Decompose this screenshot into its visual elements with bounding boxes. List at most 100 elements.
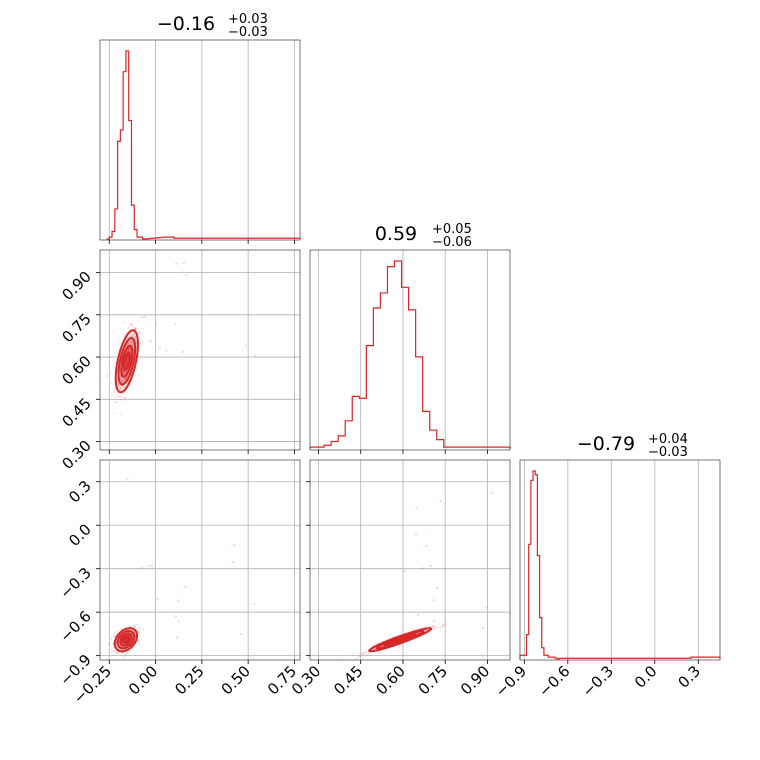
sample-point [117, 383, 120, 386]
sample-point [126, 349, 130, 352]
x-tick-label: 0.45 [330, 662, 366, 698]
sample-point [127, 348, 131, 351]
sample-point [364, 651, 367, 654]
sample-point [119, 387, 122, 391]
panel-0-0: −0.16 +0.03−0.03 [99, 12, 301, 244]
x-tick-label: 0.3 [674, 662, 704, 692]
sample-point [129, 347, 132, 351]
sample-point [108, 642, 111, 645]
sample-point [148, 564, 151, 567]
sample-point [150, 565, 154, 568]
sample-point [125, 651, 128, 654]
panel-content [108, 478, 256, 664]
sample-point [116, 652, 119, 655]
sample-point [138, 633, 141, 636]
x-tick-label: 0.25 [171, 662, 207, 698]
panel-1-1: 0.59 +0.05−0.06 [309, 222, 511, 454]
y-tick-label: −0.6 [56, 607, 94, 645]
sample-point [120, 377, 123, 380]
sample-point [122, 380, 125, 383]
sample-point [441, 624, 444, 627]
sample-point [130, 323, 133, 326]
sample-point [361, 652, 365, 655]
axes-frame [309, 459, 511, 661]
sample-point [360, 652, 363, 655]
sample-point [424, 625, 427, 628]
title-median: 0.59 [375, 223, 417, 245]
sample-point [118, 395, 121, 398]
sample-point [358, 654, 361, 657]
sample-point [140, 362, 144, 365]
panel-2-1: 0.30 0.45 0.60 0.75 0.90 [288, 459, 511, 698]
sample-point [137, 631, 141, 634]
sample-point [184, 585, 187, 589]
sample-point [185, 273, 188, 277]
y-tick-label: −0.3 [56, 564, 94, 602]
sample-point [414, 533, 418, 536]
sample-point [149, 340, 152, 343]
sample-point [121, 385, 124, 388]
sample-point [403, 570, 406, 573]
sample-point [412, 628, 415, 631]
panel-title-2: −0.79 [577, 433, 635, 455]
sample-point [127, 348, 130, 351]
sample-point [137, 628, 140, 631]
sample-point [136, 639, 139, 643]
contour-line [113, 627, 139, 653]
sample-point [126, 349, 130, 352]
sample-point [156, 597, 159, 600]
sample-point [175, 262, 178, 265]
sample-point [128, 340, 132, 343]
sample-point [379, 650, 382, 654]
y-tick-label: 0.45 [58, 394, 94, 430]
y-tick-label: 0.60 [58, 352, 94, 388]
sample-point [177, 599, 180, 602]
axes-frame [99, 459, 301, 661]
sample-point [113, 365, 116, 369]
sample-point [127, 348, 130, 351]
contour-line [122, 351, 131, 371]
sample-point [114, 361, 117, 364]
sample-point [138, 374, 141, 377]
sample-point [119, 386, 122, 389]
sample-point [125, 331, 128, 334]
sample-point [121, 385, 124, 388]
sample-point [132, 332, 135, 336]
sample-point [113, 635, 116, 638]
contour-line [390, 635, 410, 644]
sample-point [127, 327, 130, 330]
panel-2-0: −0.25 0.00 0.25 0.50 0.75−0.9−0.6−0.30.00.3 [56, 459, 301, 707]
sample-point [115, 631, 118, 634]
sample-point [254, 354, 257, 357]
sample-point [125, 651, 128, 654]
sample-point [377, 651, 381, 654]
sample-point [434, 626, 437, 629]
y-tick-label: 0.90 [58, 268, 94, 304]
sample-point [120, 379, 123, 382]
sample-point [130, 341, 133, 344]
sample-point [177, 620, 180, 623]
sample-point [122, 662, 124, 664]
sample-point [420, 567, 423, 570]
panel-1-0: 0.30 0.45 0.60 0.75 0.90 [58, 249, 301, 473]
sample-point [373, 647, 376, 650]
sample-point [117, 383, 121, 386]
x-tick-label: −0.6 [535, 662, 573, 700]
sample-point [429, 564, 433, 568]
sample-point [433, 619, 436, 622]
x-tick-label: 0.75 [415, 662, 451, 698]
panel-content [340, 491, 494, 660]
sample-point [122, 392, 125, 396]
sample-point [368, 651, 371, 655]
sample-point [120, 398, 123, 402]
sample-point [253, 602, 256, 605]
sample-point [365, 653, 369, 656]
sample-point [129, 334, 132, 337]
panel-2-2: −0.9 −0.6 −0.3 0.0 0.3 −0.79 +0.04−0.03 [492, 432, 721, 701]
y-tick-label: 0.3 [65, 477, 95, 507]
x-tick-label: −0.9 [492, 662, 530, 700]
sample-point [491, 491, 494, 494]
sample-point [114, 401, 117, 404]
sample-point [174, 615, 177, 618]
sample-point [231, 560, 235, 564]
